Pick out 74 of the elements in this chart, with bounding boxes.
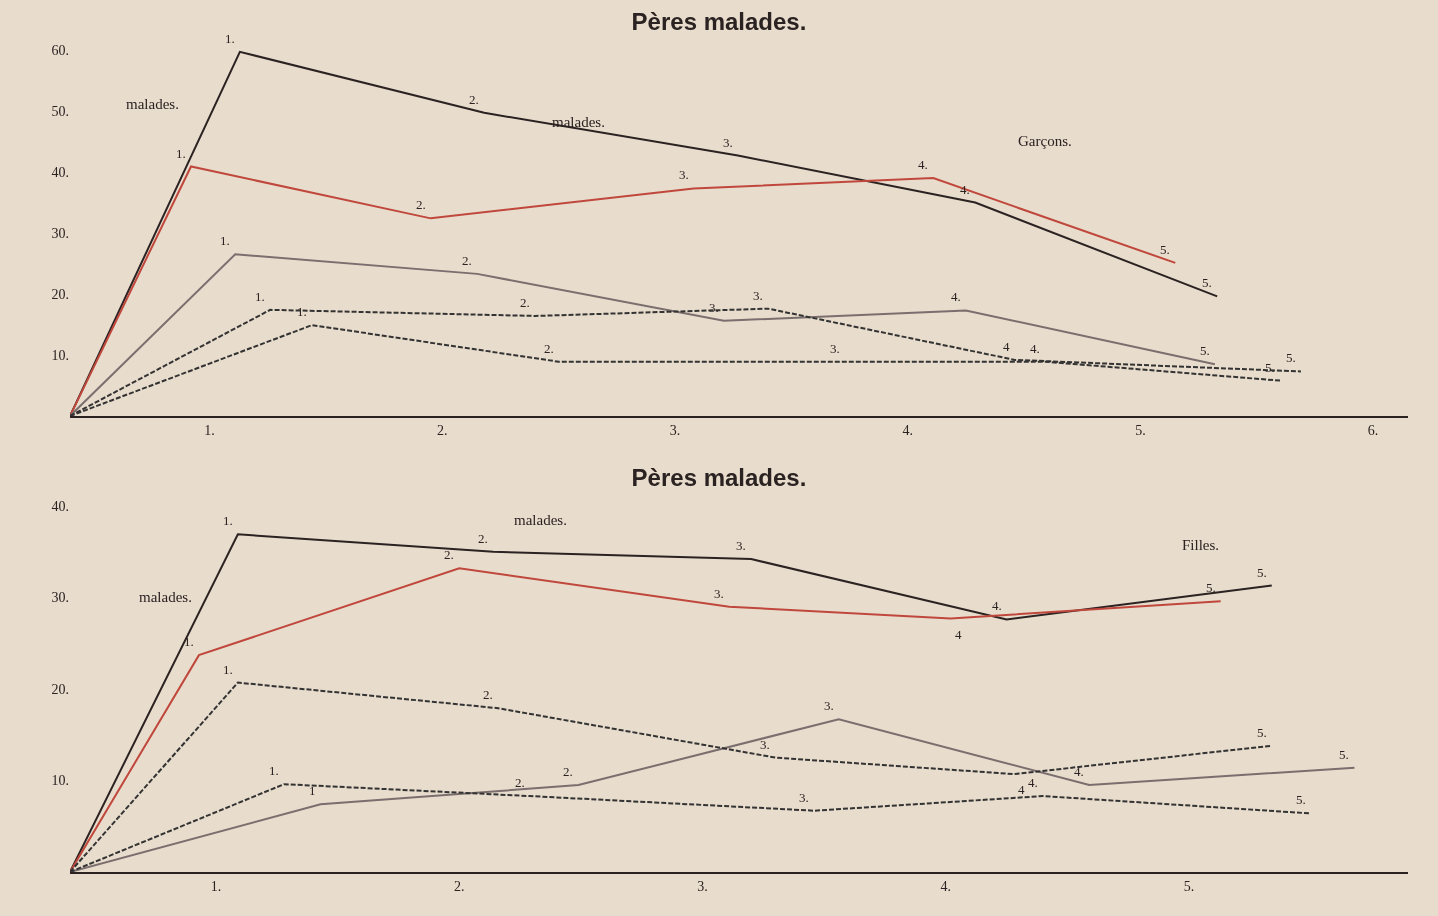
annotation: 5. [1257, 565, 1267, 580]
annotation: 3. [824, 698, 834, 713]
annotation: 5. [1296, 792, 1306, 807]
x-tick-label: 3. [669, 422, 681, 438]
y-tick-label: 30. [51, 590, 69, 606]
annotation: 4 [1003, 339, 1010, 354]
y-tick-label: 40. [51, 498, 69, 514]
y-tick-label: 10. [51, 773, 69, 789]
annotation: 2. [469, 92, 479, 107]
annotation: 1 [309, 783, 316, 798]
y-tick-label: 30. [51, 225, 69, 241]
annotation: 2. [478, 531, 488, 546]
x-tick-label: 3. [697, 878, 708, 894]
annotation: 3. [799, 790, 809, 805]
annotation: 5. [1160, 242, 1170, 257]
annotation: 2. [416, 197, 426, 212]
annotation: 1. [220, 233, 230, 248]
x-tick-label: 5. [1135, 422, 1146, 438]
annotation: 2. [544, 341, 554, 356]
annotation: 5. [1206, 580, 1216, 595]
annotation: 4. [1028, 775, 1038, 790]
annotation: 5. [1339, 747, 1349, 762]
y-tick-label: 20. [51, 681, 69, 697]
annotation: Filles. [1182, 537, 1220, 553]
x-tick-label: 4. [940, 878, 952, 894]
annotation: malades. [139, 589, 192, 605]
x-tick-label: 6. [1367, 422, 1379, 438]
x-tick-label: 2. [437, 422, 448, 438]
y-tick-label: 10. [51, 347, 69, 363]
annotation: 5. [1286, 350, 1296, 365]
annotation: 4 [955, 627, 962, 642]
chart-title: Pères malades. [631, 464, 807, 492]
annotation: 1. [176, 146, 186, 161]
y-tick-label: 50. [51, 103, 69, 119]
annotation: 2. [515, 775, 525, 790]
annotation: malades. [126, 96, 179, 112]
annotation: 4. [992, 598, 1002, 613]
y-tick-label: 60. [51, 42, 69, 58]
x-tick-label: 4. [902, 422, 913, 438]
x-tick-label: 1. [210, 878, 222, 894]
annotation: 2. [483, 687, 493, 702]
annotation: 4. [1030, 341, 1040, 356]
annotation: 3. [714, 586, 724, 601]
annotation: 2. [462, 253, 472, 268]
y-tick-label: 20. [51, 286, 69, 302]
x-tick-label: 5. [1183, 878, 1195, 894]
annotation: 2. [444, 547, 454, 562]
annotation: 4. [1074, 764, 1084, 779]
annotation: 2. [563, 764, 573, 779]
annotation: malades. [514, 512, 567, 528]
annotation: 5. [1257, 725, 1267, 740]
annotation: 3. [830, 341, 840, 356]
annotation: 3. [753, 288, 763, 303]
annotation: 1. [184, 634, 194, 649]
annotation: 1. [225, 31, 235, 46]
annotation: 5. [1202, 275, 1212, 290]
annotation: 3. [760, 737, 770, 752]
y-tick-label: 40. [51, 164, 69, 180]
annotation: 3. [679, 167, 689, 182]
annotation: 2. [520, 295, 530, 310]
annotation: 1. [223, 662, 233, 677]
chart-title: Pères malades. [631, 8, 807, 36]
x-tick-label: 2. [453, 878, 465, 894]
annotation: 1. [255, 289, 265, 304]
annotation: 3. [736, 538, 746, 553]
annotation: 4 [1018, 782, 1025, 797]
annotation: 4. [918, 157, 928, 172]
annotation: 5. [1200, 343, 1210, 358]
annotation: 3. [723, 135, 733, 150]
x-tick-label: 1. [204, 422, 215, 438]
annotation: 4. [951, 289, 961, 304]
annotation: 1. [223, 513, 233, 528]
annotation: 1. [269, 763, 279, 778]
annotation: Garçons. [1018, 133, 1072, 149]
